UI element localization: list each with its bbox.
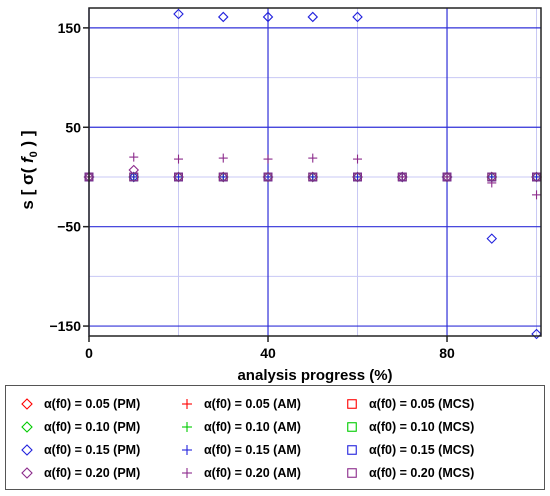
data-point bbox=[486, 233, 498, 244]
legend-entry: α(f0) = 0.10 (MCS) bbox=[345, 415, 525, 438]
legend-marker-square bbox=[347, 468, 357, 479]
data-point bbox=[352, 11, 363, 23]
legend-label: α(f0) = 0.15 (AM) bbox=[204, 443, 301, 458]
data-point bbox=[174, 172, 183, 182]
legend-entry: α(f0) = 0.05 (AM) bbox=[180, 392, 345, 415]
y-tick-label: −50 bbox=[57, 219, 81, 235]
data-point bbox=[263, 172, 273, 182]
data-point bbox=[442, 172, 452, 182]
data-point bbox=[129, 172, 139, 182]
data-point bbox=[129, 152, 139, 162]
legend-marker-diamond bbox=[21, 397, 33, 410]
data-point bbox=[532, 190, 542, 200]
legend-marker-plus bbox=[182, 398, 192, 409]
legend-marker-shape bbox=[21, 467, 33, 480]
legend-label: α(f0) = 0.05 (PM) bbox=[44, 396, 141, 411]
legend-marker-shape bbox=[347, 422, 357, 432]
data-point bbox=[353, 154, 363, 164]
legend-label: α(f0) = 0.15 (MCS) bbox=[369, 443, 475, 458]
legend-marker-square bbox=[347, 445, 357, 455]
legend-marker-shape bbox=[347, 468, 357, 479]
axes: 0 40 80 150 50 −50 −150 bbox=[49, 7, 542, 361]
legend-marker-plus bbox=[182, 445, 192, 456]
data-point bbox=[218, 153, 228, 163]
x-tick-label: 0 bbox=[85, 345, 93, 361]
data-point bbox=[218, 172, 228, 182]
legend-entry: α(f0) = 0.15 (PM) bbox=[20, 439, 180, 462]
data-point bbox=[397, 172, 407, 182]
legend-marker-square bbox=[347, 422, 357, 432]
y-tick-label: −150 bbox=[49, 318, 81, 334]
y-tick-label: 150 bbox=[58, 20, 82, 36]
legend-marker-shape bbox=[182, 445, 192, 456]
data-point bbox=[442, 172, 452, 182]
data-point bbox=[173, 8, 184, 20]
legend-entry: α(f0) = 0.20 (PM) bbox=[20, 462, 180, 485]
data-marks bbox=[83, 8, 542, 340]
data-point bbox=[218, 172, 228, 182]
legend-marker-shape bbox=[21, 421, 33, 433]
data-point bbox=[487, 178, 497, 188]
data-point bbox=[487, 172, 497, 182]
grid bbox=[88, 8, 541, 336]
data-point bbox=[531, 328, 542, 340]
data-point bbox=[174, 154, 184, 164]
data-point bbox=[262, 11, 274, 23]
legend-entry: α(f0) = 0.20 (AM) bbox=[180, 462, 345, 485]
x-axis-label: analysis progress (%) bbox=[237, 367, 392, 384]
legend-marker-shape bbox=[21, 444, 33, 456]
legend-marker-shape bbox=[182, 468, 192, 479]
legend-marker-shape bbox=[182, 421, 192, 432]
legend-grid: α(f0) = 0.05 (PM) α(f0) = 0.05 (AM) α(f0) … bbox=[6, 386, 544, 489]
legend-entry: α(f0) = 0.05 (MCS) bbox=[345, 392, 525, 415]
legend-marker-shape bbox=[182, 398, 192, 409]
data-point bbox=[353, 172, 362, 182]
legend-marker-diamond bbox=[21, 444, 33, 456]
data-point bbox=[353, 172, 363, 182]
legend-marker-diamond bbox=[21, 467, 33, 480]
legend-marker-shape bbox=[21, 397, 33, 410]
data-point bbox=[308, 172, 318, 182]
legend-marker-plus bbox=[182, 421, 192, 432]
data-point bbox=[174, 172, 184, 182]
data-point bbox=[217, 11, 229, 23]
legend-label: α(f0) = 0.20 (PM) bbox=[44, 466, 141, 481]
legend-label: α(f0) = 0.15 (PM) bbox=[44, 443, 141, 458]
legend-marker-plus bbox=[182, 468, 192, 479]
x-tick-label: 40 bbox=[260, 345, 276, 361]
legend-entry: α(f0) = 0.10 (AM) bbox=[180, 415, 345, 438]
data-point bbox=[129, 172, 139, 182]
legend: α(f0) = 0.05 (PM) α(f0) = 0.05 (AM) α(f0) … bbox=[5, 385, 545, 490]
data-point bbox=[308, 153, 318, 163]
legend-label: α(f0) = 0.10 (MCS) bbox=[369, 419, 475, 434]
legend-marker-shape bbox=[347, 398, 357, 409]
legend-entry: α(f0) = 0.05 (PM) bbox=[20, 392, 180, 415]
legend-marker-diamond bbox=[21, 421, 33, 433]
y-axis-label: s [ σ( f0 ) ] bbox=[18, 130, 40, 209]
legend-marker-shape bbox=[347, 445, 357, 455]
legend-label: α(f0) = 0.05 (MCS) bbox=[369, 396, 475, 411]
legend-label: α(f0) = 0.05 (AM) bbox=[204, 396, 301, 411]
legend-label: α(f0) = 0.10 (AM) bbox=[204, 419, 301, 434]
legend-entry: α(f0) = 0.10 (PM) bbox=[20, 415, 180, 438]
legend-label: α(f0) = 0.10 (PM) bbox=[44, 419, 141, 434]
legend-entry: α(f0) = 0.15 (AM) bbox=[180, 439, 345, 462]
data-point bbox=[532, 172, 542, 182]
legend-marker-square bbox=[347, 398, 357, 409]
data-point bbox=[263, 154, 273, 164]
data-point bbox=[308, 172, 318, 182]
y-axis-label-text: s [ σ( f0 ) ] bbox=[18, 130, 40, 209]
x-tick-label: 80 bbox=[439, 345, 455, 361]
y-tick-label: 50 bbox=[65, 119, 81, 135]
data-point bbox=[307, 11, 319, 23]
legend-label: α(f0) = 0.20 (MCS) bbox=[369, 466, 475, 481]
legend-entry: α(f0) = 0.20 (MCS) bbox=[345, 462, 525, 485]
plot-frame bbox=[88, 7, 542, 337]
legend-entry: α(f0) = 0.15 (MCS) bbox=[345, 439, 525, 462]
data-point bbox=[263, 172, 273, 182]
data-point bbox=[397, 172, 407, 182]
legend-label: α(f0) = 0.20 (AM) bbox=[204, 466, 301, 481]
